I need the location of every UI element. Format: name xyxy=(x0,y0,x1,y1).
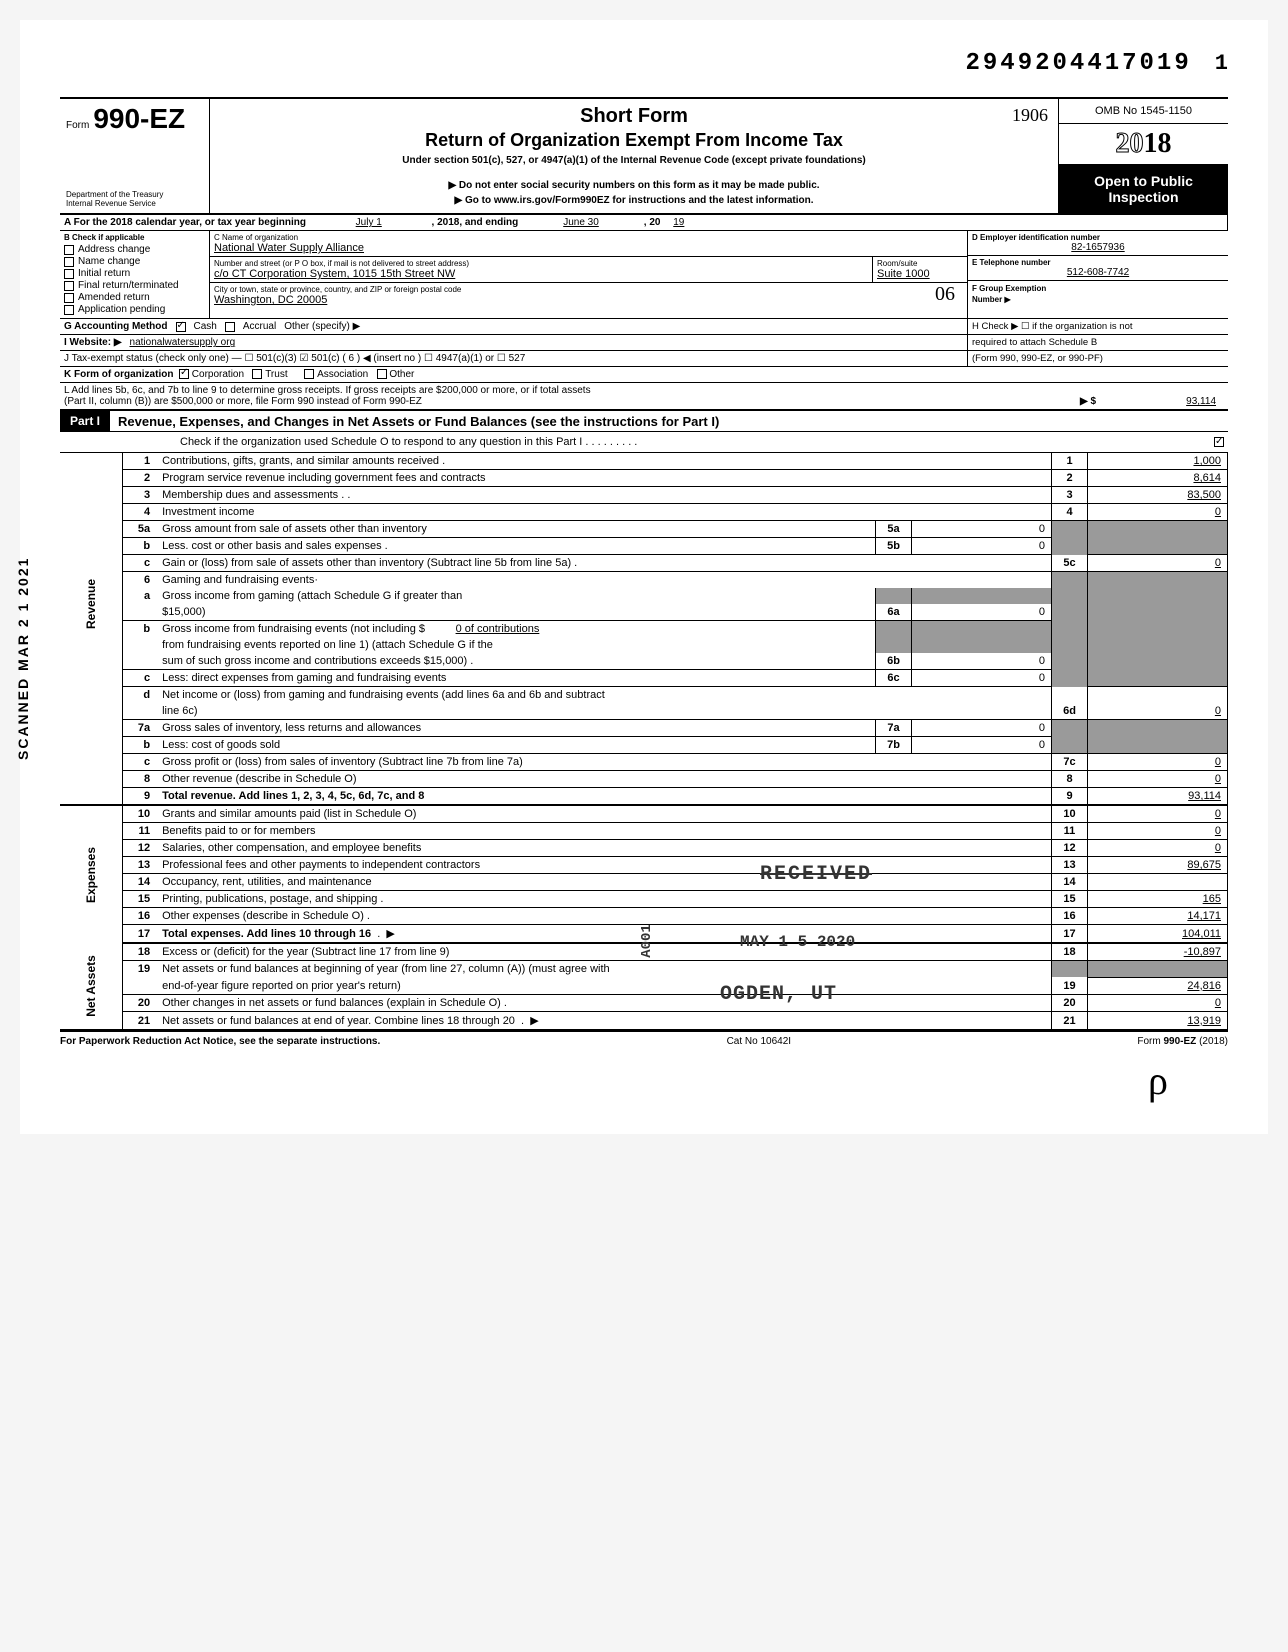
row-l: L Add lines 5b, 6c, and 7b to line 9 to … xyxy=(60,383,1228,411)
line-11-value: 0 xyxy=(1088,823,1228,840)
page-number: 1 xyxy=(1215,51,1228,76)
line-5c-value: 0 xyxy=(1088,555,1228,572)
omb-number: OMB No 1545-1150 xyxy=(1059,99,1228,124)
cb-cash[interactable] xyxy=(176,322,186,332)
block-bcdef: B Check if applicable Address change Nam… xyxy=(60,231,1228,319)
line-6c-value: 0 xyxy=(912,670,1052,687)
handwritten-1906: 1906 xyxy=(1012,105,1048,125)
short-form-label: Short Form xyxy=(580,105,688,128)
initials: ρ xyxy=(60,1057,1168,1104)
line-8-value: 0 xyxy=(1088,771,1228,788)
line-6b-value: 0 xyxy=(912,653,1052,670)
tax-exempt-status: J Tax-exempt status (check only one) — ☐… xyxy=(64,353,525,364)
org-street: c/o CT Corporation System, 1015 15th Str… xyxy=(214,268,868,280)
form-left-col: Form 990-EZ Department of the Treasury I… xyxy=(60,99,210,213)
line-18-value: -10,897 xyxy=(1088,943,1228,961)
cb-address-change[interactable]: Address change xyxy=(64,244,205,255)
line-9-value: 93,114 xyxy=(1088,788,1228,806)
cb-name-change[interactable]: Name change xyxy=(64,256,205,267)
cb-corporation[interactable] xyxy=(179,369,189,379)
line-7b-value: 0 xyxy=(912,737,1052,754)
line-1-value: 1,000 xyxy=(1088,453,1228,470)
line-5b-value: 0 xyxy=(912,538,1052,555)
tax-year-yy: 19 xyxy=(673,217,684,228)
line-14-value xyxy=(1088,874,1228,891)
line-7a-value: 0 xyxy=(912,720,1052,737)
footer-left: For Paperwork Reduction Act Notice, see … xyxy=(60,1036,380,1047)
line-13-value: 89,675 xyxy=(1088,857,1228,874)
line-15-value: 165 xyxy=(1088,891,1228,908)
scanned-stamp: SCANNED MAR 2 1 2021 xyxy=(15,557,31,760)
netassets-label: Net Assets xyxy=(60,943,122,1029)
tax-year-end: June 30 xyxy=(521,217,641,228)
cb-schedule-o[interactable] xyxy=(1214,437,1224,447)
under-section: Under section 501(c), 527, or 4947(a)(1)… xyxy=(220,155,1048,166)
gross-receipts: 93,114 xyxy=(1104,396,1224,407)
footer: For Paperwork Reduction Act Notice, see … xyxy=(60,1030,1228,1047)
tax-year: 2018 xyxy=(1059,124,1228,165)
line-12-value: 0 xyxy=(1088,840,1228,857)
top-header: 2949204417019 1 xyxy=(60,50,1228,77)
form-number: 990-EZ xyxy=(93,103,185,135)
dept-irs: Internal Revenue Service xyxy=(66,200,203,209)
col-def: D Employer identification number 82-1657… xyxy=(968,231,1228,318)
row-i: I Website: ▶ nationalwatersupply org req… xyxy=(60,335,1228,351)
line-19-value: 24,816 xyxy=(1088,977,1228,994)
revenue-label: Revenue xyxy=(60,453,122,754)
cb-final-return[interactable]: Final return/terminated xyxy=(64,280,205,291)
row-a-tax-year: A For the 2018 calendar year, or tax yea… xyxy=(60,215,1228,231)
handwritten-06: 06 xyxy=(935,283,955,306)
cb-initial-return[interactable]: Initial return xyxy=(64,268,205,279)
line-10-value: 0 xyxy=(1088,805,1228,823)
form-right-col: OMB No 1545-1150 2018 Open to Public Ins… xyxy=(1058,99,1228,213)
part1-table: Revenue 1 Contributions, gifts, grants, … xyxy=(60,453,1228,1030)
line-4-value: 0 xyxy=(1088,504,1228,521)
expenses-label: Expenses xyxy=(60,805,122,943)
arrow-goto: ▶ Go to www.irs.gov/Form990EZ for instru… xyxy=(220,195,1048,206)
ein: 82-1657936 xyxy=(972,242,1224,253)
part1-tab: Part I xyxy=(60,411,110,431)
line-6a-value: 0 xyxy=(912,604,1052,621)
line-7c-value: 0 xyxy=(1088,754,1228,771)
row-j: J Tax-exempt status (check only one) — ☐… xyxy=(60,351,1228,367)
dln: 2949204417019 xyxy=(966,50,1192,77)
line-20-value: 0 xyxy=(1088,994,1228,1011)
line-2-value: 8,614 xyxy=(1088,470,1228,487)
row-k: K Form of organization Corporation Trust… xyxy=(60,367,1228,383)
form-center-col: Short Form 1906 Return of Organization E… xyxy=(210,99,1058,213)
form-word: Form xyxy=(66,120,89,131)
open-to-public: Open to Public Inspection xyxy=(1059,165,1228,213)
col-b-checkboxes: B Check if applicable Address change Nam… xyxy=(60,231,210,318)
row-gh: G Accounting Method Cash Accrual Other (… xyxy=(60,319,1228,335)
footer-cat: Cat No 10642I xyxy=(727,1036,792,1047)
line-3-value: 83,500 xyxy=(1088,487,1228,504)
return-title: Return of Organization Exempt From Incom… xyxy=(220,130,1048,151)
part1-header: Part I Revenue, Expenses, and Changes in… xyxy=(60,411,1228,432)
website: nationalwatersupply org xyxy=(130,337,236,348)
line-21-value: 13,919 xyxy=(1088,1011,1228,1029)
org-name: National Water Supply Alliance xyxy=(214,242,963,254)
form-page: SCANNED MAR 2 1 2021 2949204417019 1 For… xyxy=(20,20,1268,1134)
cb-trust[interactable] xyxy=(252,369,262,379)
footer-right: Form 990-EZ (2018) xyxy=(1137,1036,1228,1047)
arrow-ssn: ▶ Do not enter social security numbers o… xyxy=(220,180,1048,191)
cb-association[interactable] xyxy=(304,369,314,379)
line-16-value: 14,171 xyxy=(1088,908,1228,925)
schedule-o-check-row: Check if the organization used Schedule … xyxy=(60,432,1228,453)
phone: 512-608-7742 xyxy=(972,267,1224,278)
col-c-org-info: C Name of organization National Water Su… xyxy=(210,231,968,318)
line-17-value: 104,011 xyxy=(1088,925,1228,944)
cb-other[interactable] xyxy=(377,369,387,379)
form-header: Form 990-EZ Department of the Treasury I… xyxy=(60,97,1228,215)
org-city: Washington, DC 20005 xyxy=(214,294,963,306)
line-6d-value: 0 xyxy=(1088,703,1228,720)
cb-application-pending[interactable]: Application pending xyxy=(64,304,205,315)
line-5a-value: 0 xyxy=(912,521,1052,538)
org-suite: Suite 1000 xyxy=(877,268,963,280)
part1-title: Revenue, Expenses, and Changes in Net As… xyxy=(110,414,719,429)
cb-accrual[interactable] xyxy=(225,322,235,332)
cb-amended-return[interactable]: Amended return xyxy=(64,292,205,303)
tax-year-begin: July 1 xyxy=(309,217,429,228)
